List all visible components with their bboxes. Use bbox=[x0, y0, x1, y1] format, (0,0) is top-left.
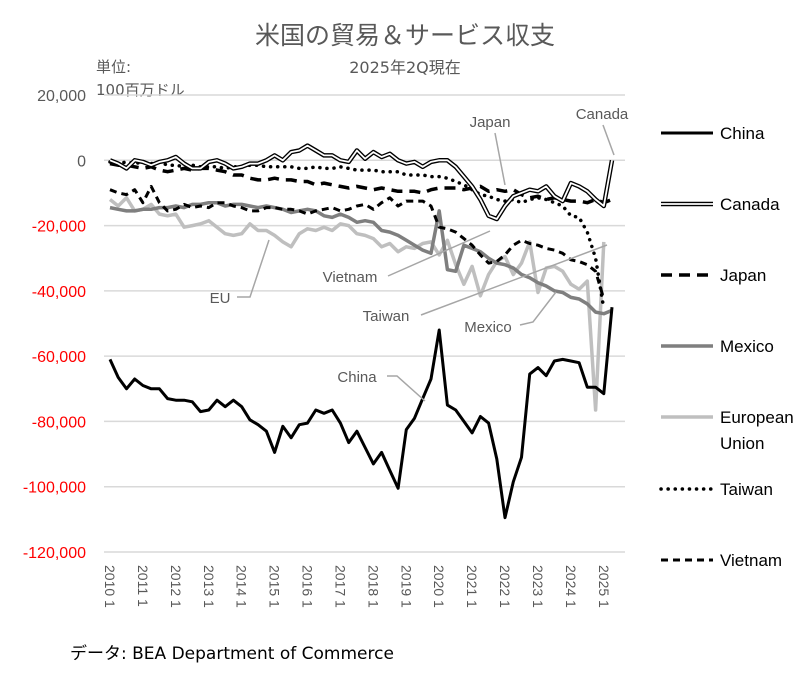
y-tick-label: -80,000 bbox=[32, 414, 86, 431]
series-line-european-union bbox=[108, 196, 606, 412]
x-tick-label: 2011 1 bbox=[135, 565, 151, 607]
legend-label-canada: Canada bbox=[720, 195, 780, 214]
x-tick-label: 2020 1 bbox=[431, 565, 447, 608]
annotation-leader-eu bbox=[237, 239, 270, 298]
source-note: データ: BEA Department of Commerce bbox=[70, 643, 394, 664]
annotation-label-china: China bbox=[337, 369, 377, 386]
annotation-label-eu: EU bbox=[210, 290, 231, 307]
series-line-japan bbox=[109, 161, 613, 205]
series-line-canada bbox=[109, 144, 613, 220]
x-tick-label: 2021 1 bbox=[464, 565, 480, 608]
x-tick-label: 2023 1 bbox=[530, 565, 546, 608]
legend-label-mexico: Mexico bbox=[720, 337, 774, 356]
legend-label-european-line2: Union bbox=[720, 434, 764, 453]
legend-label-china: China bbox=[720, 124, 765, 143]
annotation-leader-taiwan bbox=[420, 244, 608, 316]
x-tick-label: 2025 1 bbox=[596, 565, 612, 608]
x-tick-label: 2015 1 bbox=[267, 565, 283, 608]
y-tick-label: -100,000 bbox=[23, 480, 86, 497]
annotation-label-canada: Canada bbox=[576, 106, 629, 123]
annotation-leader-vietnam bbox=[387, 230, 491, 277]
y-tick-label: -120,000 bbox=[23, 545, 86, 562]
legend-label-vietnam: Vietnam bbox=[720, 551, 782, 570]
chart-title: 米国の貿易＆サービス収支 bbox=[255, 21, 555, 50]
x-tick-label: 2017 1 bbox=[332, 565, 348, 608]
series-line-vietnam bbox=[109, 184, 606, 300]
y-tick-label: -40,000 bbox=[32, 284, 86, 301]
annotation-label-taiwan: Taiwan bbox=[363, 308, 410, 325]
series-lines bbox=[108, 143, 615, 520]
annotation-leader-mexico bbox=[519, 291, 557, 326]
x-tick-label: 2019 1 bbox=[398, 565, 414, 608]
x-axis-ticks: 2010 1 2011 1 2012 1 2013 1 2014 1 2015 1 2016… bbox=[102, 565, 612, 608]
annotation-leader-china bbox=[387, 375, 426, 402]
x-tick-label: 2022 1 bbox=[497, 565, 513, 608]
y-tick-label: -60,000 bbox=[32, 349, 86, 366]
y-tick-label: 0 bbox=[77, 153, 86, 170]
series-line-china bbox=[108, 307, 614, 520]
annotation-label-mexico: Mexico bbox=[464, 319, 512, 336]
legend-label-european: European bbox=[720, 408, 794, 427]
annotation-leader-canada bbox=[602, 124, 615, 156]
x-tick-label: 2018 1 bbox=[365, 565, 381, 608]
y-tick-label: 20,000 bbox=[37, 88, 86, 105]
y-axis-ticks: 20,000 0 -20,000 -40,000 -60,000 -80,000 -100,… bbox=[23, 88, 86, 562]
series-line-taiwan bbox=[108, 160, 606, 311]
annotation-leader-japan bbox=[494, 132, 506, 186]
legend: China Canada Japan Mexico European Union Taiwa… bbox=[659, 124, 794, 570]
annotation-label-japan: Japan bbox=[470, 114, 511, 131]
x-tick-label: 2010 1 bbox=[102, 565, 118, 608]
x-tick-label: 2012 1 bbox=[168, 565, 184, 608]
x-tick-label: 2024 1 bbox=[563, 565, 579, 608]
unit-label-line1: 単位: bbox=[96, 58, 131, 76]
series-line-mexico bbox=[109, 200, 613, 316]
x-tick-label: 2014 1 bbox=[234, 565, 250, 608]
legend-label-japan: Japan bbox=[720, 266, 766, 285]
annotations: Japan Canada Vietnam EU Taiwan Mexico China bbox=[210, 106, 629, 402]
annotation-label-vietnam: Vietnam bbox=[323, 269, 378, 286]
chart-subtitle: 2025年2Q現在 bbox=[349, 58, 461, 77]
unit-label-line2: 100百万ドル bbox=[96, 81, 185, 99]
y-tick-label: -20,000 bbox=[32, 219, 86, 236]
legend-label-taiwan: Taiwan bbox=[720, 480, 773, 499]
x-tick-label: 2013 1 bbox=[201, 565, 217, 608]
x-tick-label: 2016 1 bbox=[300, 565, 316, 608]
